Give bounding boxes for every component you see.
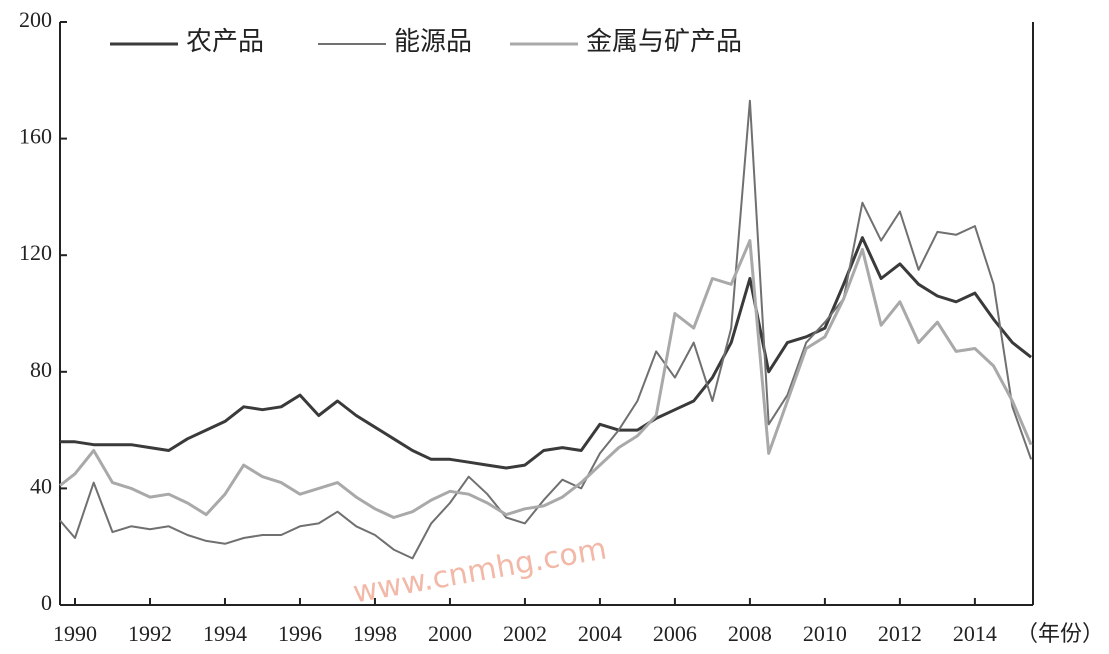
x-tick-label: 1998 — [353, 621, 397, 646]
x-axis-label: （年份） — [1016, 621, 1104, 646]
x-tick-label: 2008 — [728, 621, 772, 646]
legend-label: 金属与矿产品 — [586, 27, 742, 56]
x-tick-label: 2012 — [878, 621, 922, 646]
x-tick-label: 2014 — [953, 621, 997, 646]
y-tick-label: 200 — [19, 7, 52, 32]
x-tick-label: 1992 — [128, 621, 172, 646]
x-tick-label: 2010 — [803, 621, 847, 646]
watermark: www.cnmhg.com — [350, 531, 609, 610]
x-tick-label: 1994 — [203, 621, 247, 646]
legend-label: 能源品 — [394, 27, 472, 56]
y-tick-label: 80 — [30, 357, 52, 382]
x-tick-label: 1996 — [278, 621, 322, 646]
x-tick-label: 2004 — [578, 621, 622, 646]
legend-label: 农产品 — [186, 27, 264, 56]
y-tick-label: 120 — [19, 240, 52, 265]
x-tick-label: 2002 — [503, 621, 547, 646]
y-tick-label: 160 — [19, 124, 52, 149]
x-tick-label: 2006 — [653, 621, 697, 646]
y-tick-label: 40 — [30, 473, 52, 498]
y-tick-label: 0 — [41, 590, 52, 615]
x-tick-label: 1990 — [53, 621, 97, 646]
series-line — [59, 99, 1033, 560]
series-line — [59, 239, 1033, 519]
x-tick-label: 2000 — [428, 621, 472, 646]
series-line — [60, 236, 1033, 470]
